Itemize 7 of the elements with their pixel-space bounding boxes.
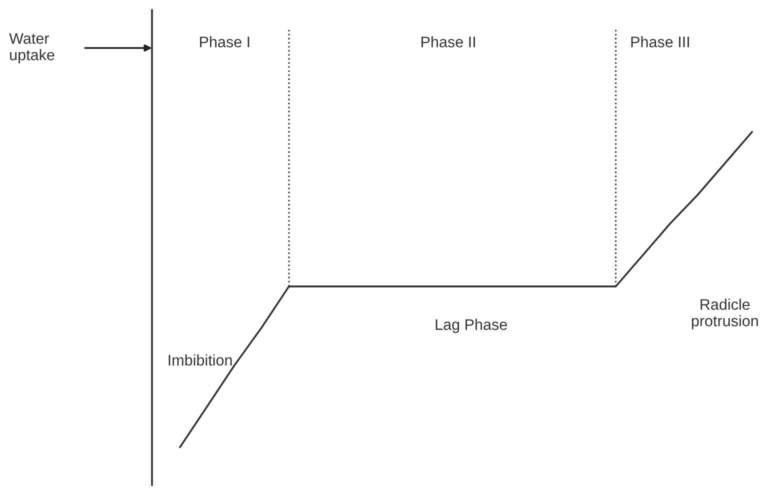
text: Phase III — [631, 36, 689, 48]
text: Phase I — [200, 36, 250, 48]
annotation: Lag Phase — [436, 318, 507, 333]
text: Water uptake — [9, 33, 54, 64]
annotation: Radicle protrusion — [692, 298, 758, 330]
annotation: Imbibition — [168, 354, 232, 366]
text: Phase II — [422, 36, 475, 48]
